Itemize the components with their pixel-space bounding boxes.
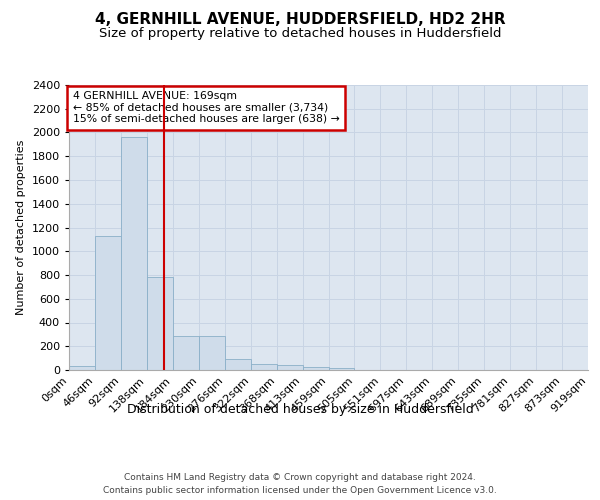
Text: 4 GERNHILL AVENUE: 169sqm
← 85% of detached houses are smaller (3,734)
15% of se: 4 GERNHILL AVENUE: 169sqm ← 85% of detac… (73, 91, 340, 124)
Bar (173, 336, 199, 370)
Bar (147, 278, 173, 370)
Bar (95, 236, 121, 370)
Bar (69, 366, 95, 370)
Bar (329, 368, 355, 370)
Text: Size of property relative to detached houses in Huddersfield: Size of property relative to detached ho… (99, 28, 501, 40)
Text: Contains public sector information licensed under the Open Government Licence v3: Contains public sector information licen… (103, 486, 497, 495)
Y-axis label: Number of detached properties: Number of detached properties (16, 140, 26, 315)
Bar (199, 336, 224, 370)
Text: Distribution of detached houses by size in Huddersfield: Distribution of detached houses by size … (127, 402, 473, 415)
Bar (121, 137, 147, 370)
Text: Contains HM Land Registry data © Crown copyright and database right 2024.: Contains HM Land Registry data © Crown c… (124, 472, 476, 482)
Bar (302, 367, 329, 370)
Bar (225, 360, 251, 370)
Bar (277, 365, 302, 370)
Text: 4, GERNHILL AVENUE, HUDDERSFIELD, HD2 2HR: 4, GERNHILL AVENUE, HUDDERSFIELD, HD2 2H… (95, 12, 505, 28)
Bar (251, 364, 277, 370)
